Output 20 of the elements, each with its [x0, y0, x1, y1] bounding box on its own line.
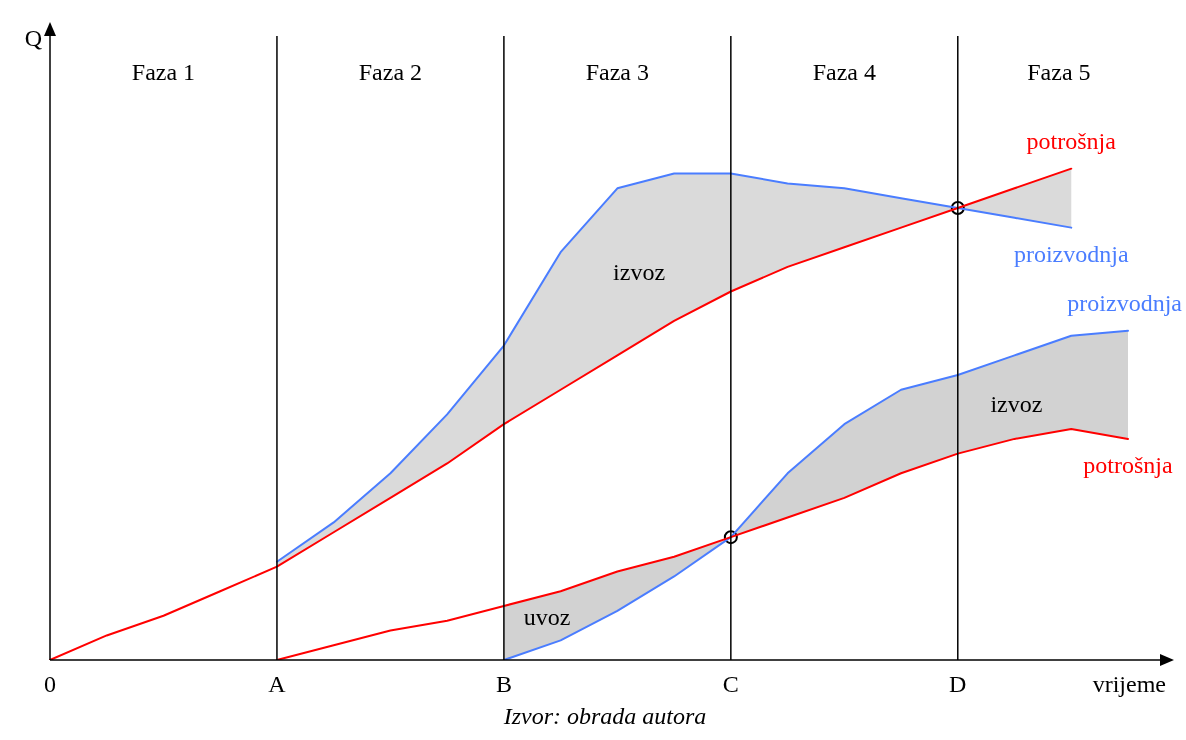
x-tick-label: 0: [44, 671, 56, 698]
text: Faza 4: [812, 59, 876, 86]
text: Faza 1: [131, 59, 196, 86]
annotation: izvoz: [990, 390, 1043, 417]
x-tick-label: A: [268, 671, 287, 698]
y-axis-title: Q: [24, 25, 42, 52]
x-tick-label: D: [949, 671, 967, 698]
x-tick-label: C: [722, 671, 739, 698]
annotation: uvoz: [523, 603, 571, 630]
text: Izvor: obrada autora: [502, 703, 707, 730]
annotation: izvoz: [613, 258, 666, 285]
x-axis-title: vrijeme: [1092, 671, 1166, 698]
series-label: potrošnja: [1083, 452, 1173, 479]
text: Faza 5: [1027, 59, 1091, 86]
text: Faza 3: [585, 59, 650, 86]
series-label: potrošnja: [1026, 127, 1117, 154]
x-tick-label: B: [495, 671, 512, 698]
series-label: proizvodnja: [1067, 290, 1183, 317]
series-label: proizvodnja: [1013, 240, 1129, 267]
text: Faza 2: [358, 59, 423, 86]
